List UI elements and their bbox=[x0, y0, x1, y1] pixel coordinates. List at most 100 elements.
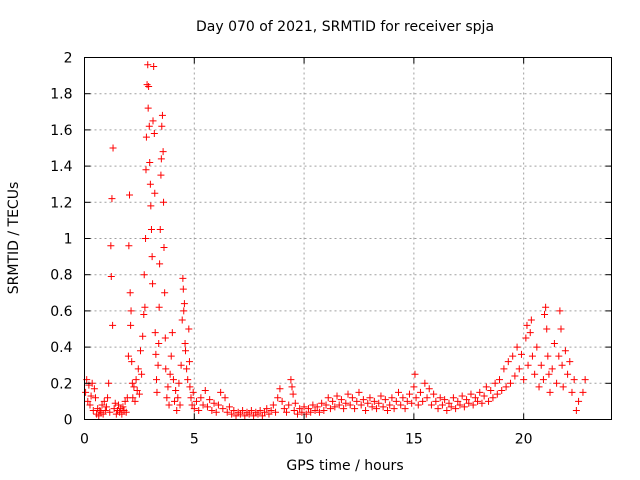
data-point bbox=[291, 399, 299, 407]
data-point bbox=[138, 370, 146, 378]
data-point bbox=[133, 387, 141, 395]
data-point bbox=[159, 148, 167, 156]
data-point bbox=[157, 155, 165, 163]
data-point bbox=[153, 376, 161, 384]
data-point bbox=[223, 408, 231, 416]
data-point bbox=[150, 130, 158, 138]
data-point bbox=[395, 388, 403, 396]
data-point bbox=[156, 260, 164, 268]
data-point bbox=[331, 403, 339, 411]
y-tick-label: 0.6 bbox=[50, 304, 72, 320]
data-point bbox=[526, 329, 534, 337]
data-point bbox=[128, 379, 136, 387]
data-point bbox=[436, 394, 444, 402]
data-point bbox=[370, 397, 378, 405]
data-point bbox=[386, 401, 394, 409]
data-point bbox=[122, 408, 130, 416]
data-point bbox=[458, 392, 466, 400]
data-point bbox=[160, 198, 168, 206]
data-point bbox=[177, 361, 185, 369]
data-point bbox=[348, 394, 356, 402]
data-point bbox=[188, 401, 196, 409]
data-point bbox=[441, 396, 449, 404]
data-point bbox=[143, 81, 151, 89]
data-point bbox=[467, 390, 475, 398]
data-point bbox=[190, 405, 198, 413]
data-point bbox=[265, 410, 273, 418]
data-point bbox=[320, 406, 328, 414]
data-point bbox=[228, 410, 236, 418]
data-point bbox=[548, 365, 556, 373]
data-point bbox=[539, 376, 547, 384]
data-point bbox=[136, 347, 144, 355]
y-tick-label: 1 bbox=[64, 232, 73, 248]
data-point bbox=[403, 397, 411, 405]
data-point bbox=[411, 370, 419, 378]
data-point bbox=[531, 370, 539, 378]
data-point bbox=[124, 352, 132, 360]
data-point bbox=[141, 303, 149, 311]
data-point bbox=[558, 361, 566, 369]
data-point bbox=[353, 397, 361, 405]
data-point bbox=[142, 166, 150, 174]
data-point bbox=[496, 376, 504, 384]
data-point bbox=[179, 274, 187, 282]
data-point bbox=[107, 273, 115, 281]
data-point bbox=[405, 390, 413, 398]
data-point bbox=[412, 394, 420, 402]
data-point bbox=[150, 63, 158, 71]
data-point bbox=[423, 394, 431, 402]
data-point bbox=[399, 394, 407, 402]
x-tick-label: 5 bbox=[190, 432, 199, 448]
data-point bbox=[197, 394, 205, 402]
data-point bbox=[109, 321, 117, 329]
data-point bbox=[99, 410, 107, 418]
x-tick-label: 0 bbox=[80, 432, 89, 448]
data-point bbox=[290, 406, 298, 414]
data-point bbox=[416, 388, 424, 396]
data-point bbox=[445, 399, 453, 407]
data-point bbox=[210, 399, 218, 407]
data-point bbox=[288, 383, 296, 391]
data-point bbox=[95, 412, 103, 420]
data-point bbox=[152, 350, 160, 358]
data-point bbox=[474, 397, 482, 405]
data-point bbox=[300, 403, 308, 411]
data-point bbox=[154, 361, 162, 369]
x-tick-label: 20 bbox=[515, 432, 533, 448]
axis-ticks: 00.20.40.60.811.21.41.61.820 5 10 15 20 bbox=[50, 51, 612, 448]
data-point bbox=[523, 321, 531, 329]
data-point bbox=[153, 388, 161, 396]
data-point bbox=[126, 289, 134, 297]
data-point bbox=[161, 334, 169, 342]
data-point bbox=[489, 394, 497, 402]
data-point bbox=[171, 397, 179, 405]
data-point bbox=[90, 385, 98, 393]
data-point bbox=[274, 394, 282, 402]
data-point bbox=[485, 397, 493, 405]
data-point bbox=[364, 399, 372, 407]
data-point bbox=[515, 365, 523, 373]
data-point bbox=[161, 289, 169, 297]
data-point bbox=[557, 325, 565, 333]
data-point bbox=[452, 405, 460, 413]
data-point bbox=[156, 225, 164, 233]
data-point bbox=[84, 397, 92, 405]
data-point bbox=[283, 408, 291, 416]
data-point bbox=[158, 111, 166, 119]
data-point bbox=[357, 401, 365, 409]
data-point bbox=[377, 392, 385, 400]
data-point bbox=[434, 405, 442, 413]
data-point bbox=[326, 405, 334, 413]
data-point bbox=[206, 396, 214, 404]
data-point bbox=[340, 405, 348, 413]
data-point bbox=[132, 376, 140, 384]
data-point bbox=[432, 397, 440, 405]
data-point bbox=[362, 406, 370, 414]
data-point bbox=[256, 406, 264, 414]
data-point bbox=[315, 408, 323, 416]
data-point bbox=[408, 399, 416, 407]
data-point bbox=[384, 406, 392, 414]
data-point bbox=[333, 392, 341, 400]
data-point bbox=[487, 387, 495, 395]
